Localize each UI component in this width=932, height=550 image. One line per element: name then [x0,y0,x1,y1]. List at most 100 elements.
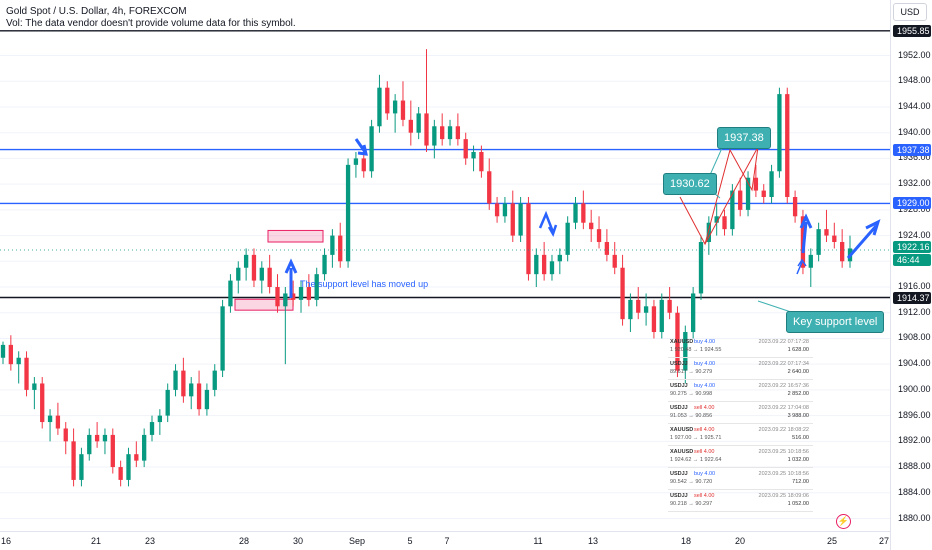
candle-body [338,235,343,262]
candle-body [502,203,508,217]
candle-body [220,306,225,371]
time-tick: 5 [407,536,413,546]
candle-body [722,216,727,230]
candle-body [243,254,249,268]
candle-body [785,94,790,197]
candle-body [369,126,374,172]
trade-amount: 1 032.00 [787,457,809,463]
candle-body [738,190,743,210]
arrow-rise-icon [799,213,813,254]
label-1937: 1937.38 [717,127,771,149]
price-tick: 1932.00 [898,178,931,189]
trade-time: 2023.09.22 07:17:28 [758,339,809,345]
candle-body [432,126,437,146]
label-1930: 1930.62 [663,173,717,195]
candle-body [777,94,782,172]
trade-amount: 712.00 [792,479,809,485]
candle-body [345,164,351,262]
price-tick: 1912.00 [898,306,931,317]
support-note: The support level has moved up [300,279,429,289]
trade-time: 2023.09.25 10:18:56 [758,449,809,455]
trade-amount: 1 628.00 [787,347,809,353]
candle-body [126,454,131,480]
trade-amount: 1 052.00 [787,501,809,507]
trade-side: buy 4.00 [694,339,716,345]
trade-side: sell 4.00 [694,405,715,411]
trade-symbol: USDJJ [670,471,688,477]
candle-body [447,126,453,140]
trade-time: 2023.09.22 16:57:36 [758,383,809,389]
candle-body [196,383,202,410]
candle-body [651,306,657,333]
candle-body [377,87,382,127]
candle-body [565,222,570,255]
trade-row: USDJJ sell 4.00 91.053 → 90.856 2023.09.22 … [668,402,813,424]
candle-body [173,370,178,390]
price-tick: 1884.00 [898,486,931,497]
candle-body [534,254,539,275]
candle-body [322,254,327,275]
pattern-lines [679,146,759,246]
candle-body [424,113,429,146]
time-tick: 16 [0,536,12,546]
price-tag: 46:44 [893,253,931,266]
candle-body [392,100,398,114]
candle-body [526,203,531,275]
trade-side: sell 4.00 [694,449,715,455]
candle-body [408,119,413,133]
trade-side: buy 4.00 [694,383,716,389]
candle-body [47,415,53,423]
tradingview-logo-icon[interactable]: ⚡ [836,514,851,529]
trade-time: 2023.09.22 17:04:08 [758,405,809,411]
candle-body [604,242,610,255]
candle-body [636,299,641,313]
candle-body [479,151,484,172]
candle-body [32,383,37,390]
candle-body [816,229,821,255]
candle-body [808,254,813,268]
candle-body [330,235,335,255]
arrow-forecast-icon [846,219,881,259]
candle-body [675,312,680,371]
candle-body [620,267,625,320]
candle-body [824,229,829,236]
trade-symbol: XAUUSD [670,339,694,345]
chart-title: Gold Spot / U.S. Dollar, 4h, FOREXCOM [6,6,187,17]
time-tick: 18 [680,536,692,546]
trade-amount: 516.00 [792,435,809,441]
candle-body [8,344,13,365]
candle-body [659,299,664,333]
candle-body [698,242,704,294]
trade-time: 2023.09.25 18:09:06 [758,493,809,499]
trade-time: 2023.09.22 18:08:22 [758,427,809,433]
price-tick: 1916.00 [898,281,931,292]
currency-button[interactable]: USD [893,3,927,21]
candle-body [228,280,233,307]
trade-symbol: USDJJ [670,361,688,367]
candle-body [16,357,21,365]
candle-body [204,389,210,410]
time-tick: 25 [826,536,838,546]
trade-amount: 2 640.00 [787,369,809,375]
candle-body [314,274,319,300]
candle-body [385,87,390,114]
candle-body [236,267,241,281]
time-tick: 21 [90,536,102,546]
price-tick: 1892.00 [898,435,931,446]
volume-note: Vol: The data vendor doesn't provide vol… [6,18,296,29]
price-tick: 1896.00 [898,409,931,420]
candle-body [549,261,555,275]
trade-row: USDJJ buy 4.00 89.617 → 90.279 2023.09.22 0… [668,358,813,380]
candle-body [573,203,578,223]
candle-body [745,177,751,210]
trade-prices: 89.617 → 90.279 [670,369,713,375]
candle-body [118,467,123,480]
trade-row: XAUUSD sell 4.00 1 927.00 → 1 925.71 2023.0… [668,424,813,446]
candle-body [0,344,6,358]
price-tick: 1952.00 [898,49,931,60]
time-tick: 23 [144,536,156,546]
candle-body [612,254,617,268]
trade-row: XAUUSD buy 4.00 1 920.48 → 1 924.55 2023.09… [668,336,813,358]
candle-body [102,434,108,442]
